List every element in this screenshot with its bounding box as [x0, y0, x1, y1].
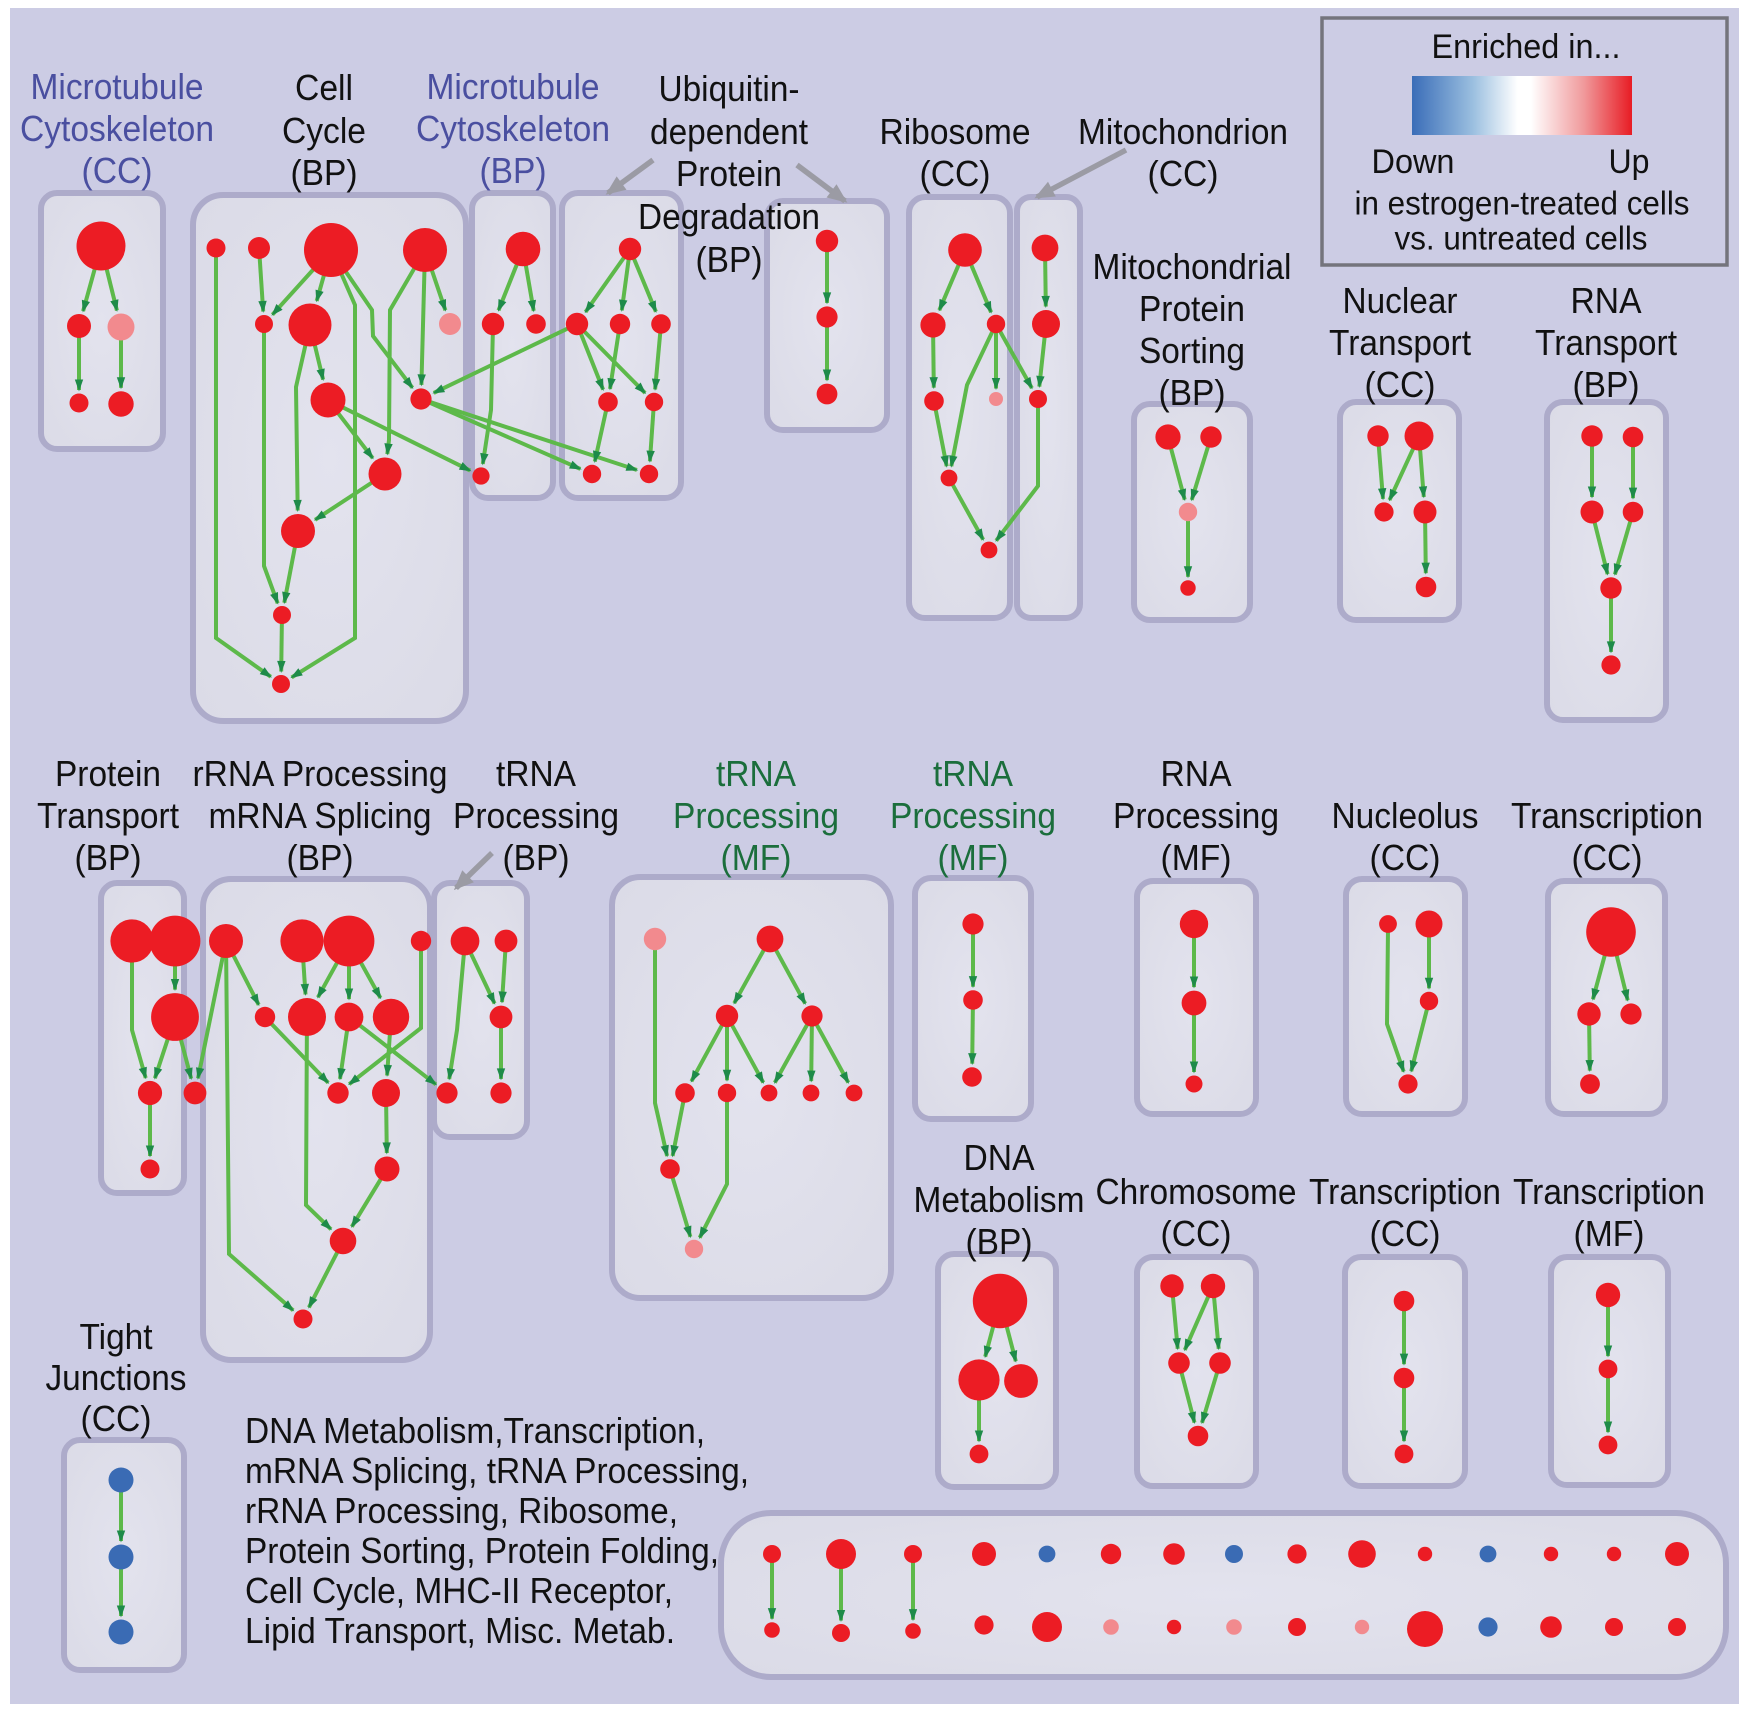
svg-text:Transport: Transport	[1535, 322, 1677, 363]
svg-text:(MF): (MF)	[1161, 837, 1232, 878]
svg-text:(BP): (BP)	[966, 1221, 1033, 1262]
svg-text:Chromosome: Chromosome	[1096, 1171, 1297, 1212]
svg-text:Microtubule: Microtubule	[31, 66, 204, 107]
svg-text:Metabolism: Metabolism	[914, 1179, 1085, 1220]
svg-text:Tight: Tight	[80, 1316, 153, 1357]
svg-text:Cycle: Cycle	[282, 110, 366, 151]
svg-text:Ribosome: Ribosome	[880, 111, 1031, 152]
svg-text:Nucleolus: Nucleolus	[1332, 795, 1479, 836]
svg-text:Degradation: Degradation	[638, 196, 820, 237]
svg-text:(CC): (CC)	[1572, 837, 1643, 878]
svg-text:Protein: Protein	[676, 153, 782, 194]
svg-text:Transcription: Transcription	[1309, 1171, 1501, 1212]
svg-text:Ubiquitin-: Ubiquitin-	[659, 68, 800, 109]
svg-text:tRNA: tRNA	[716, 753, 796, 794]
svg-text:(CC): (CC)	[82, 150, 153, 191]
svg-text:(CC): (CC)	[1370, 837, 1441, 878]
svg-text:vs. untreated cells: vs. untreated cells	[1395, 220, 1648, 257]
svg-text:(BP): (BP)	[291, 152, 358, 193]
svg-text:DNA: DNA	[964, 1137, 1035, 1178]
svg-text:(BP): (BP)	[75, 837, 142, 878]
svg-text:Down: Down	[1372, 143, 1455, 181]
svg-text:Transport: Transport	[1329, 322, 1471, 363]
svg-text:Microtubule: Microtubule	[427, 66, 600, 107]
svg-text:Cytoskeleton: Cytoskeleton	[20, 108, 214, 149]
svg-text:mRNA Splicing: mRNA Splicing	[209, 795, 432, 836]
svg-text:(CC): (CC)	[1161, 1213, 1232, 1254]
svg-text:Lipid Transport, Misc. Metab.: Lipid Transport, Misc. Metab.	[245, 1610, 675, 1651]
svg-text:Mitochondrial: Mitochondrial	[1093, 246, 1292, 287]
svg-text:tRNA: tRNA	[496, 753, 576, 794]
svg-text:Processing: Processing	[453, 795, 619, 836]
svg-text:rRNA Processing, Ribosome,: rRNA Processing, Ribosome,	[245, 1490, 678, 1531]
svg-text:(MF): (MF)	[721, 837, 792, 878]
svg-text:(MF): (MF)	[1574, 1213, 1645, 1254]
svg-text:dependent: dependent	[650, 111, 808, 152]
svg-text:Processing: Processing	[673, 795, 839, 836]
svg-text:(BP): (BP)	[696, 239, 763, 280]
svg-text:(CC): (CC)	[1365, 364, 1436, 405]
svg-text:Transport: Transport	[37, 795, 179, 836]
svg-text:(BP): (BP)	[1159, 372, 1226, 413]
svg-text:(CC): (CC)	[1370, 1213, 1441, 1254]
svg-text:Sorting: Sorting	[1139, 330, 1245, 371]
svg-text:Nuclear: Nuclear	[1343, 280, 1458, 321]
svg-text:Processing: Processing	[890, 795, 1056, 836]
svg-text:(CC): (CC)	[81, 1398, 152, 1439]
svg-text:in estrogen-treated cells: in estrogen-treated cells	[1355, 185, 1690, 222]
svg-text:Protein: Protein	[55, 753, 161, 794]
svg-text:(BP): (BP)	[503, 837, 570, 878]
svg-text:Transcription: Transcription	[1511, 795, 1703, 836]
svg-text:Junctions: Junctions	[46, 1357, 187, 1398]
svg-text:(CC): (CC)	[1148, 153, 1219, 194]
svg-text:DNA Metabolism,Transcription,: DNA Metabolism,Transcription,	[245, 1410, 705, 1451]
svg-text:(BP): (BP)	[480, 150, 547, 191]
svg-text:(CC): (CC)	[920, 153, 991, 194]
svg-text:Protein Sorting, Protein Foldi: Protein Sorting, Protein Folding,	[245, 1530, 719, 1571]
svg-text:Protein: Protein	[1139, 288, 1245, 329]
svg-text:RNA: RNA	[1161, 753, 1232, 794]
svg-text:Cell: Cell	[295, 67, 353, 108]
svg-text:Mitochondrion: Mitochondrion	[1078, 111, 1288, 152]
svg-text:Cell Cycle, MHC-II Receptor,: Cell Cycle, MHC-II Receptor,	[245, 1570, 673, 1611]
svg-text:mRNA Splicing, tRNA Processing: mRNA Splicing, tRNA Processing,	[245, 1450, 749, 1491]
svg-text:Enriched in...: Enriched in...	[1432, 28, 1621, 66]
svg-text:Processing: Processing	[1113, 795, 1279, 836]
svg-text:RNA: RNA	[1571, 280, 1642, 321]
svg-text:(BP): (BP)	[1573, 364, 1640, 405]
svg-text:rRNA Processing: rRNA Processing	[193, 753, 448, 794]
svg-text:(MF): (MF)	[938, 837, 1009, 878]
svg-text:tRNA: tRNA	[933, 753, 1013, 794]
svg-text:(BP): (BP)	[287, 837, 354, 878]
svg-text:Up: Up	[1609, 143, 1650, 181]
svg-text:Transcription: Transcription	[1513, 1171, 1705, 1212]
svg-text:Cytoskeleton: Cytoskeleton	[416, 108, 610, 149]
